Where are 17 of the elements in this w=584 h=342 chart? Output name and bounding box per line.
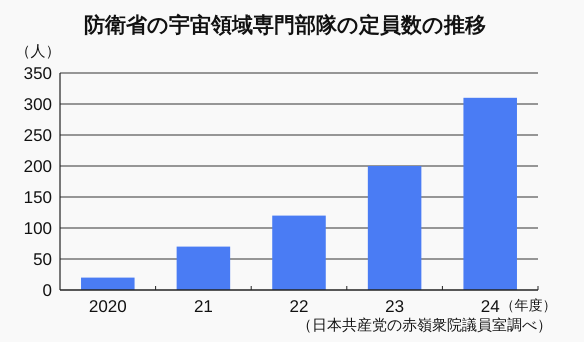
y-tick-label: 0	[42, 281, 52, 300]
y-tick-label: 350	[24, 64, 52, 83]
x-tick-label: 21	[194, 297, 213, 316]
x-tick-label: 2020	[88, 297, 127, 316]
text: （日本共産党の赤嶺衆院議員室調べ）	[297, 317, 552, 334]
y-tick-label: 300	[24, 95, 52, 114]
y-tick-label: 50	[33, 250, 52, 269]
x-tick-label: 23	[385, 297, 404, 316]
chart-title: 防衛省の宇宙領域専門部隊の定員数の推移	[84, 13, 486, 37]
y-tick-label: 100	[24, 219, 52, 238]
y-tick-label: 200	[24, 157, 52, 176]
y-tick-label: 150	[24, 188, 52, 207]
x-tick-label: 22	[290, 297, 308, 316]
x-tick-label: 24	[480, 297, 500, 316]
y-axis-title: （人）	[16, 43, 60, 60]
y-tick-label: 250	[24, 126, 52, 145]
x-axis-title: （年度）	[500, 297, 557, 313]
